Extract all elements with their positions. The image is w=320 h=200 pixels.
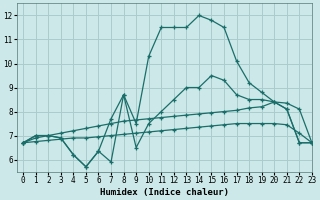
X-axis label: Humidex (Indice chaleur): Humidex (Indice chaleur) [100,188,229,197]
